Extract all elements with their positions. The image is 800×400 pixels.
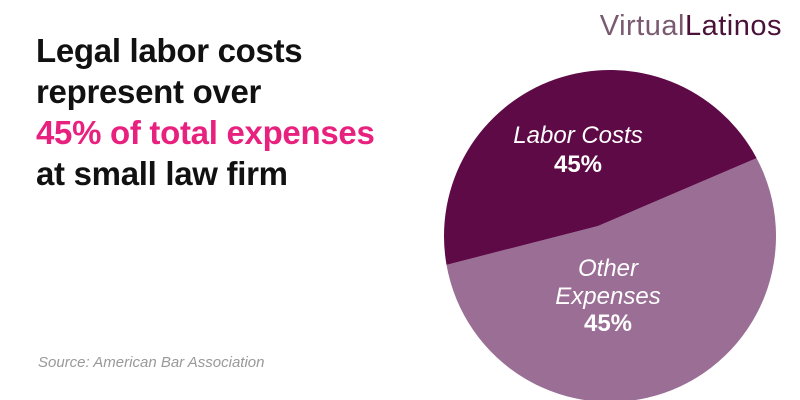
labor-costs-value: 45% (554, 151, 602, 178)
headline-line-2: represent over (36, 73, 262, 110)
pie-slice-labor-costs (443, 69, 757, 265)
headline-rest: at small law firm (36, 155, 288, 192)
logo-part-2: Latinos (684, 10, 782, 42)
logo-part-1: Virtual (599, 10, 685, 42)
labor-costs-label: Labor Costs (513, 122, 642, 149)
headline-line-1: Legal labor costs (36, 32, 303, 69)
other-expenses-label-line-1: Other (578, 255, 639, 282)
headline-highlight: 45% of total expenses (36, 114, 375, 151)
other-expenses-label-line-2: Expenses (555, 283, 660, 310)
other-expenses-value: 45% (584, 310, 632, 337)
virtual-latinos-logo: VirtualLatinos (600, 10, 782, 43)
pie-slice-other-expenses (446, 158, 776, 400)
source-note: Source: American Bar Association (38, 354, 265, 371)
headline: Legal labor costs represent over 45% of … (36, 30, 376, 194)
